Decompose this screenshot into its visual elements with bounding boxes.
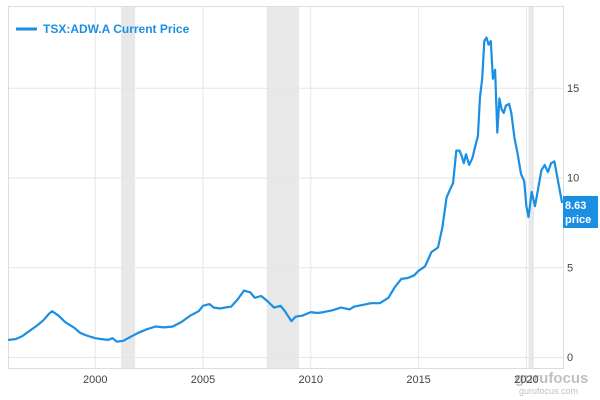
x-axis-ticks: 2000 2005 2010 2015 2020 <box>83 374 539 386</box>
watermark-main: gurufocus <box>515 370 588 387</box>
x-tick-label-2010: 2010 <box>299 374 323 386</box>
current-price-label: price <box>565 214 591 226</box>
recession-band-2 <box>528 7 534 368</box>
legend[interactable]: TSX:ADW.A Current Price <box>16 22 190 36</box>
x-tick-label-2020: 2020 <box>514 374 538 386</box>
y-tick-label-10: 10 <box>567 173 579 185</box>
x-tick-label-2005: 2005 <box>191 374 215 386</box>
current-price-badge: 8.63 price <box>563 196 598 228</box>
y-tick-label-0: 0 <box>567 352 573 364</box>
watermark: gurufocus gurufocus.com <box>515 370 588 396</box>
recession-band-1 <box>266 7 299 368</box>
y-tick-label-15: 15 <box>567 83 579 95</box>
current-price-badge-bg <box>563 196 598 228</box>
y-tick-label-5: 5 <box>567 262 573 274</box>
grid-lines <box>9 7 563 368</box>
x-tick-label-2015: 2015 <box>406 374 430 386</box>
recession-band-0 <box>121 7 136 368</box>
series-line-0 <box>7 36 563 343</box>
x-tick-label-2000: 2000 <box>83 374 107 386</box>
watermark-sub: gurufocus.com <box>519 386 578 396</box>
y-axis-ticks: 0 5 10 15 <box>567 83 579 364</box>
series-layer <box>7 36 563 343</box>
legend-label: TSX:ADW.A Current Price <box>43 22 190 36</box>
current-price-value: 8.63 <box>565 200 586 212</box>
